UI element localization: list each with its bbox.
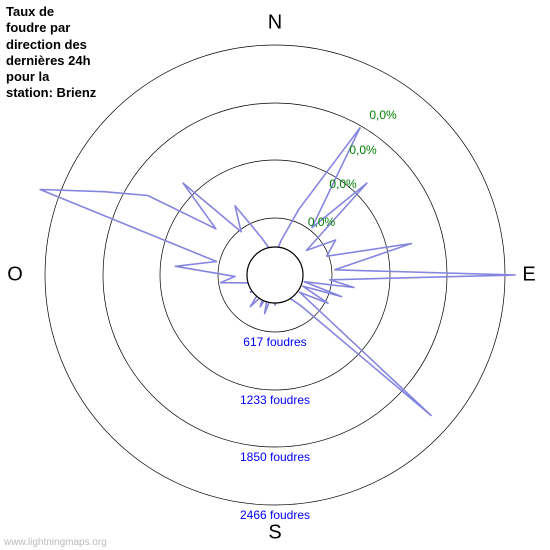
cardinal-s: S [268, 522, 281, 545]
cardinal-e: E [522, 264, 535, 287]
ring-label-0: 617 foudres [243, 335, 306, 349]
ring-label-3: 2466 foudres [240, 508, 310, 522]
polar-chart [0, 0, 550, 550]
pct-label-1: 0,0% [329, 177, 356, 191]
footer-source: www.lightningmaps.org [4, 537, 107, 548]
cardinal-n: N [268, 12, 282, 35]
ring-label-2: 1850 foudres [240, 450, 310, 464]
pct-label-3: 0,0% [369, 108, 396, 122]
pct-label-2: 0,0% [349, 143, 376, 157]
cardinal-w: O [7, 264, 23, 287]
pct-label-0: 0,0% [308, 215, 335, 229]
ring-label-1: 1233 foudres [240, 393, 310, 407]
